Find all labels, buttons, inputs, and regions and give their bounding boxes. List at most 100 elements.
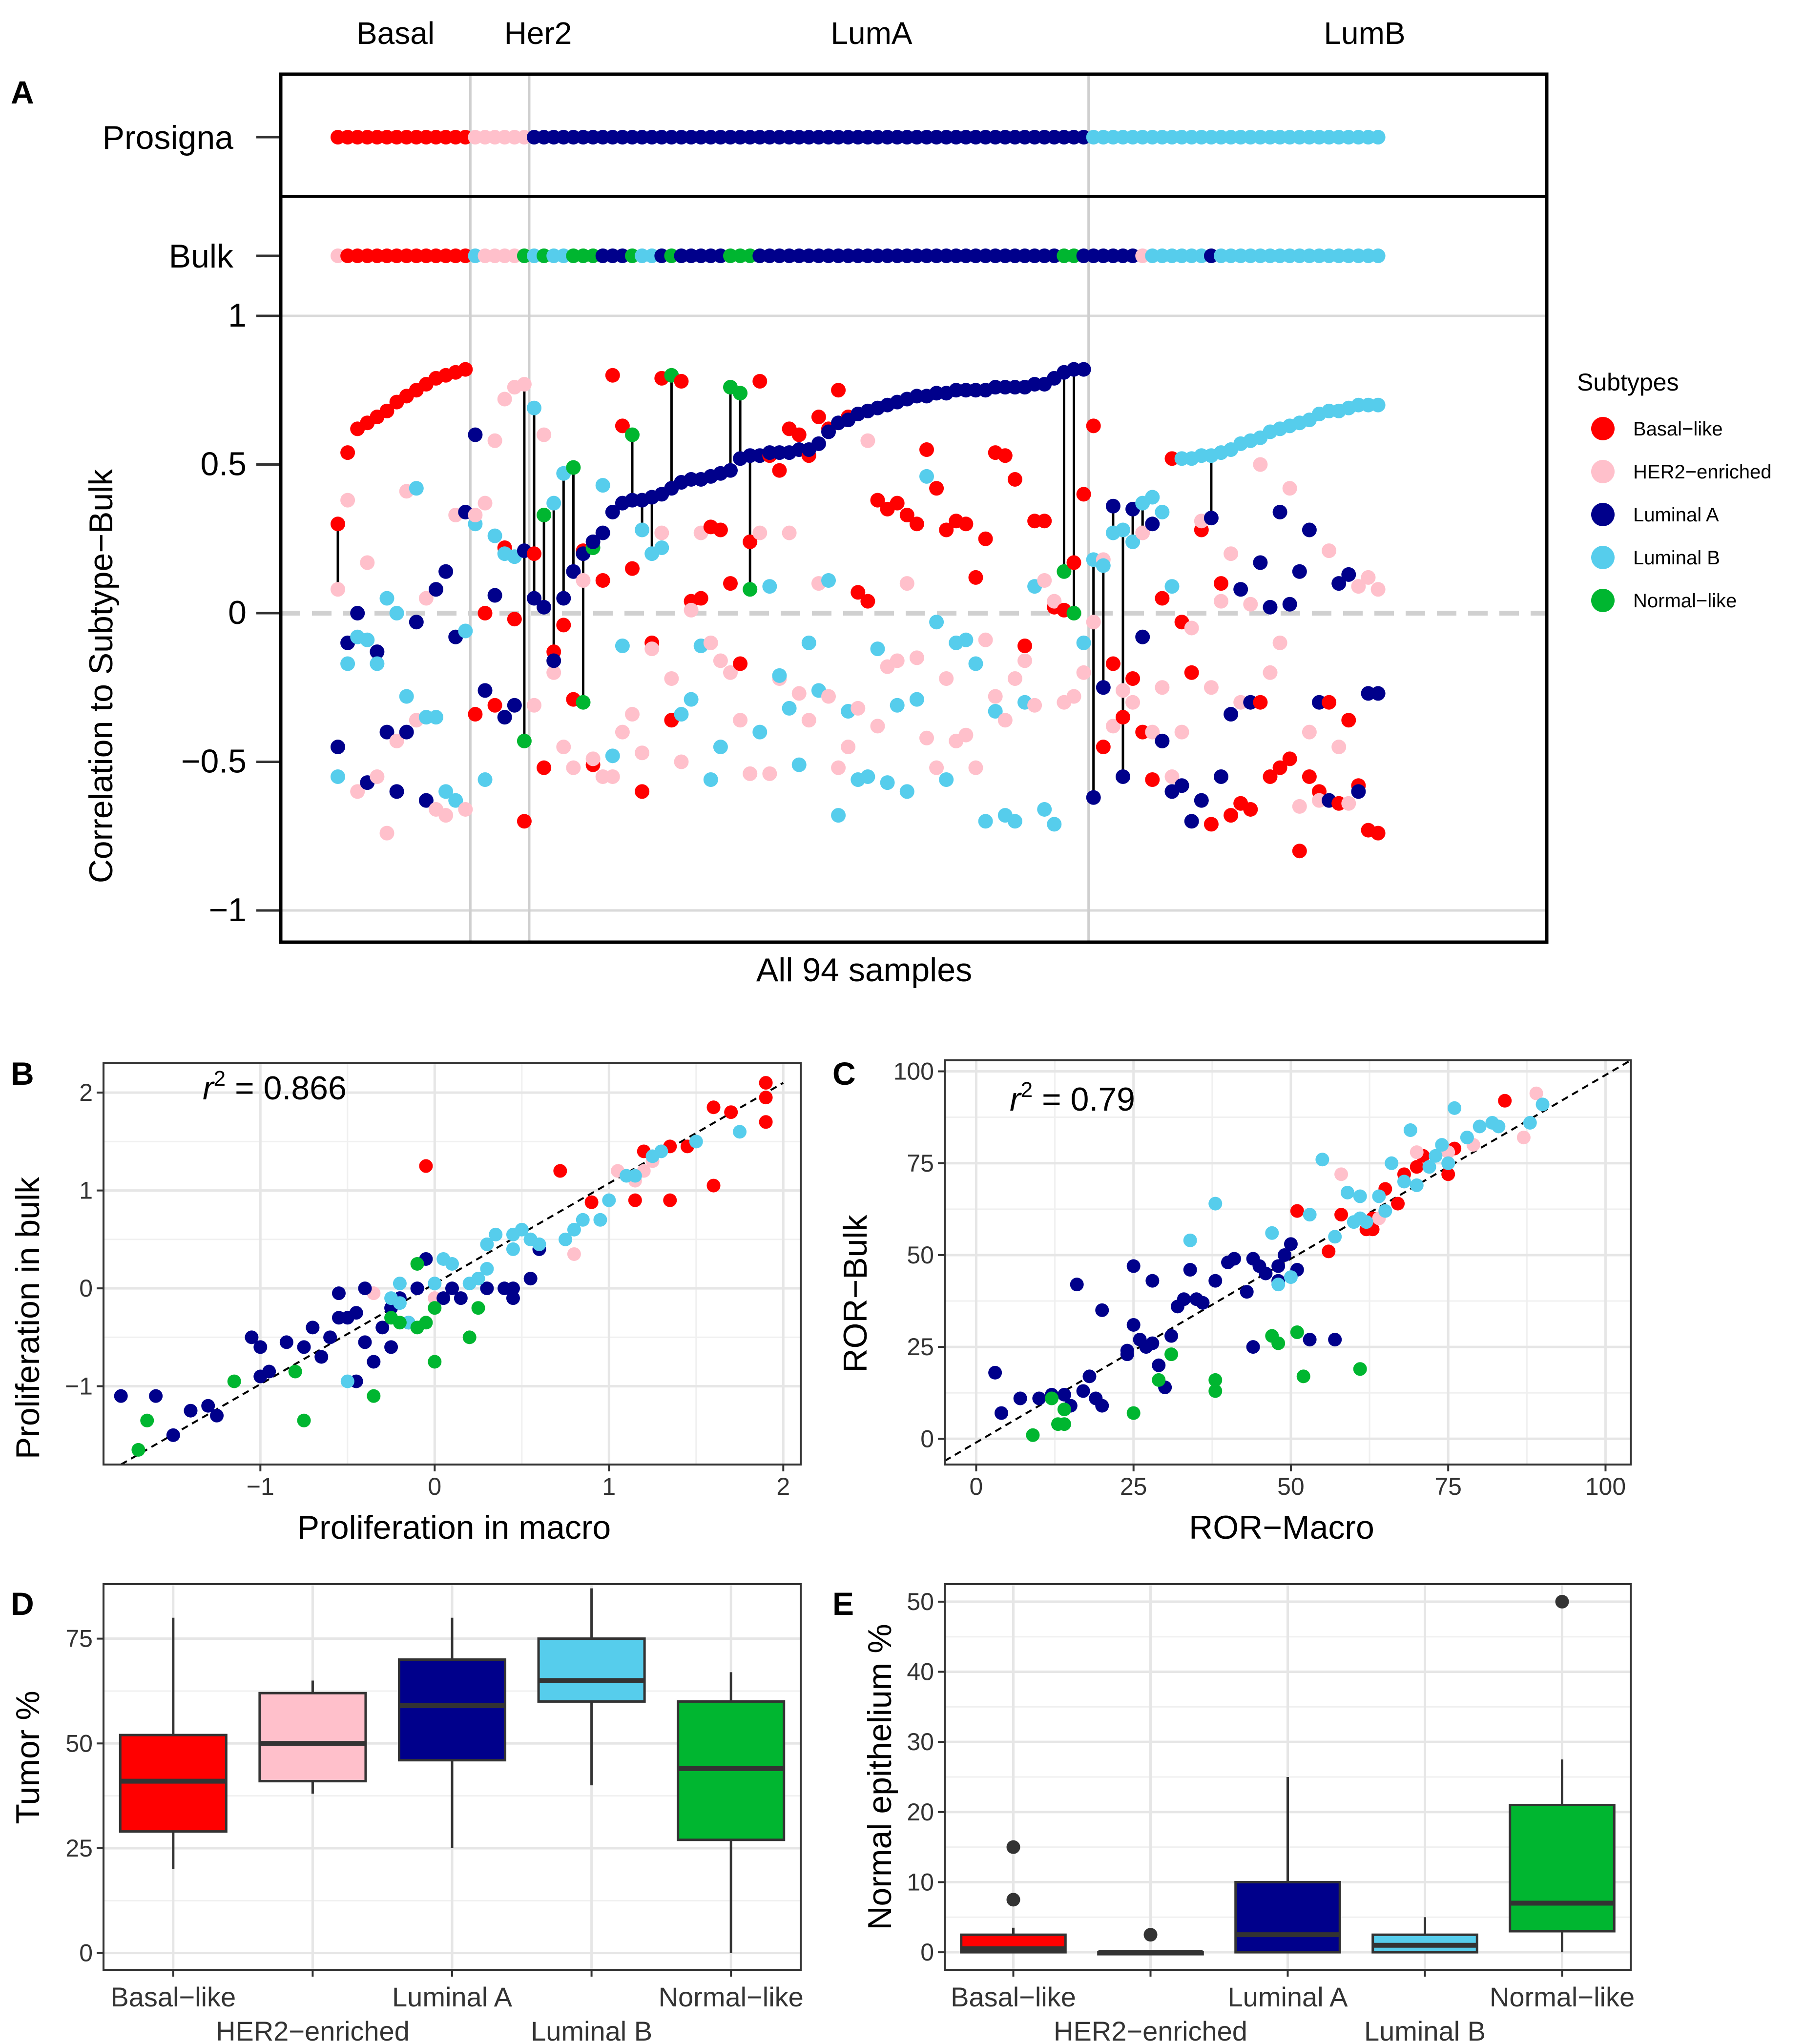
correlation-dot [625,427,640,442]
scatter-point [1032,1391,1046,1405]
correlation-dot [605,748,620,764]
scatter-point [1095,1303,1109,1317]
scatter-point [323,1330,337,1344]
correlation-dot [841,740,856,755]
scatter-point [1410,1145,1424,1159]
correlation-dot [939,772,954,787]
panel-label-e: E [832,1586,854,1622]
legend: Subtypes Basal−like HER2−enriched Luminal … [1577,369,1772,612]
correlation-dot [1007,472,1022,487]
scatter-point [1328,1333,1342,1347]
correlation-dot [1145,516,1160,532]
scatter-point [1340,1185,1354,1199]
correlation-dot [566,460,581,475]
box [537,1637,646,1703]
correlation-dot [379,724,394,740]
panel-c-annotation-sup: 2 [1021,1078,1033,1102]
y-tick-label: 0 [79,1275,93,1302]
own-correlation-dot [556,591,571,606]
correlation-dot [477,606,493,620]
scatter-point [1183,1263,1197,1277]
correlation-dot [1076,635,1091,650]
correlation-dot [644,641,660,657]
scatter-point [1284,1237,1298,1251]
correlation-dot [1017,653,1032,668]
correlation-dot [860,594,875,609]
scatter-point [1265,1226,1279,1240]
scatter-point [515,1222,529,1237]
scatter-point [410,1281,424,1296]
correlation-dot [684,602,699,618]
correlation-dot [713,522,728,537]
y-tick-label: 50 [907,1588,934,1615]
correlation-dot [929,481,944,496]
correlation-dot [487,528,502,543]
correlation-dot [939,522,954,537]
scatter-point [210,1408,224,1423]
scatter-point [471,1301,485,1315]
scatter-point [724,1105,738,1119]
scatter-point [410,1257,424,1271]
plot-frame [944,1583,1632,1971]
correlation-dot [507,612,522,627]
correlation-dot [429,582,443,597]
scatter-point [567,1222,581,1237]
box [1509,1803,1616,1933]
correlation-dot [370,769,385,784]
correlation-dot [1184,620,1199,636]
scatter-point [1353,1189,1367,1203]
scatter-point [1315,1153,1329,1167]
correlation-dot [664,671,679,686]
correlation-dot [821,689,836,704]
scatter-point [480,1262,494,1276]
correlation-dot [331,582,345,597]
correlation-dot [1203,680,1219,695]
correlation-dot [831,808,846,823]
correlation-dot [399,724,414,740]
correlation-dot [890,698,905,713]
legend-label: HER2−enriched [1633,461,1772,483]
scatter-point [306,1321,320,1335]
correlation-dot [625,707,640,722]
correlation-dot [801,713,816,728]
correlation-dot [1174,724,1189,740]
own-correlation-dot [331,516,345,532]
correlation-dot [1253,695,1268,710]
scatter-point [149,1389,163,1403]
correlation-dot [1341,796,1356,811]
scatter-point [663,1193,677,1207]
correlation-dot [1057,564,1072,579]
panel-a-y-tick-label: 0.5 [200,446,247,483]
plot-frame [103,1583,802,1971]
own-correlation-dot [723,463,738,478]
legend-swatch [1591,546,1615,569]
correlation-dot [919,442,934,457]
panel-a-y-axis-label: Correlation to Subtype−Bulk [83,469,120,884]
scatter-point [384,1340,398,1354]
correlation-dot [1135,525,1150,540]
panel-a-y-tick-label: −1 [208,891,247,929]
x-tick-label: 1 [602,1473,616,1500]
scatter-point [184,1404,198,1418]
correlation-dot [1037,514,1052,529]
correlation-dot [1145,772,1160,787]
correlation-dot [1292,844,1307,859]
scatter-point [1271,1259,1286,1273]
panel-c-y-axis-label: ROR−Bulk [837,1214,874,1372]
own-correlation-dot [1076,362,1091,377]
scatter-point [759,1076,773,1090]
correlation-dot [1282,481,1297,496]
correlation-dot [1233,582,1248,597]
correlation-dot [1331,740,1347,755]
own-correlation-dot [811,436,826,451]
scatter-point [1208,1197,1223,1211]
y-tick-label: −1 [65,1373,93,1400]
scatter-point [166,1428,180,1442]
correlation-dot [1253,555,1268,570]
scatter-point [1057,1403,1071,1417]
scatter-point [253,1340,268,1354]
y-tick-label: 100 [893,1058,934,1085]
correlation-dot [1125,695,1141,710]
correlation-dot [870,719,885,734]
